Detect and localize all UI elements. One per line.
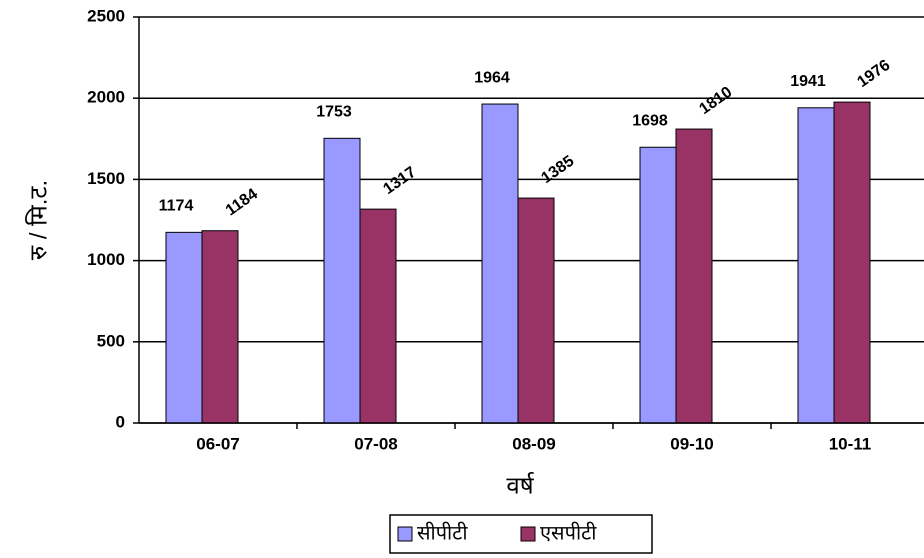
bar xyxy=(797,107,835,424)
legend-swatch xyxy=(520,526,536,542)
bar xyxy=(517,197,555,424)
value-label: 1174 xyxy=(159,198,194,215)
y-tick-label: 2000 xyxy=(87,88,125,107)
value-label: 1317 xyxy=(380,164,419,198)
bar xyxy=(359,208,397,424)
y-tick-label: 1500 xyxy=(87,169,125,188)
value-label: 1964 xyxy=(474,69,510,86)
value-label: 1385 xyxy=(538,153,577,187)
value-label: 1753 xyxy=(316,104,352,121)
y-tick-label: 0 xyxy=(116,412,125,431)
y-axis-label: रु / मि.ट. xyxy=(24,180,52,260)
legend-label: सीपीटी xyxy=(417,521,468,544)
value-label: 1810 xyxy=(696,84,735,118)
bar xyxy=(201,230,239,424)
y-tick-label: 1000 xyxy=(87,250,125,269)
bar xyxy=(481,103,519,424)
y-tick-label: 2500 xyxy=(87,6,125,25)
x-tick-label: 06-07 xyxy=(196,434,239,453)
x-tick-label: 08-09 xyxy=(512,434,555,453)
value-label: 1976 xyxy=(854,57,893,91)
value-label: 1941 xyxy=(790,73,826,90)
bar xyxy=(675,128,713,424)
x-tick-label: 07-08 xyxy=(354,434,397,453)
legend-swatch xyxy=(397,526,413,542)
bar xyxy=(639,146,677,424)
x-tick-label: 10-11 xyxy=(829,434,872,453)
x-tick-label: 09-10 xyxy=(670,434,713,453)
bar xyxy=(323,137,361,424)
y-tick-label: 500 xyxy=(97,331,125,350)
bar xyxy=(165,231,203,424)
bar xyxy=(833,101,871,424)
legend-label: एसपीटी xyxy=(540,521,597,544)
x-axis-label: वर्ष xyxy=(506,471,534,499)
value-label: 1698 xyxy=(632,112,668,129)
value-label: 1184 xyxy=(223,186,261,220)
